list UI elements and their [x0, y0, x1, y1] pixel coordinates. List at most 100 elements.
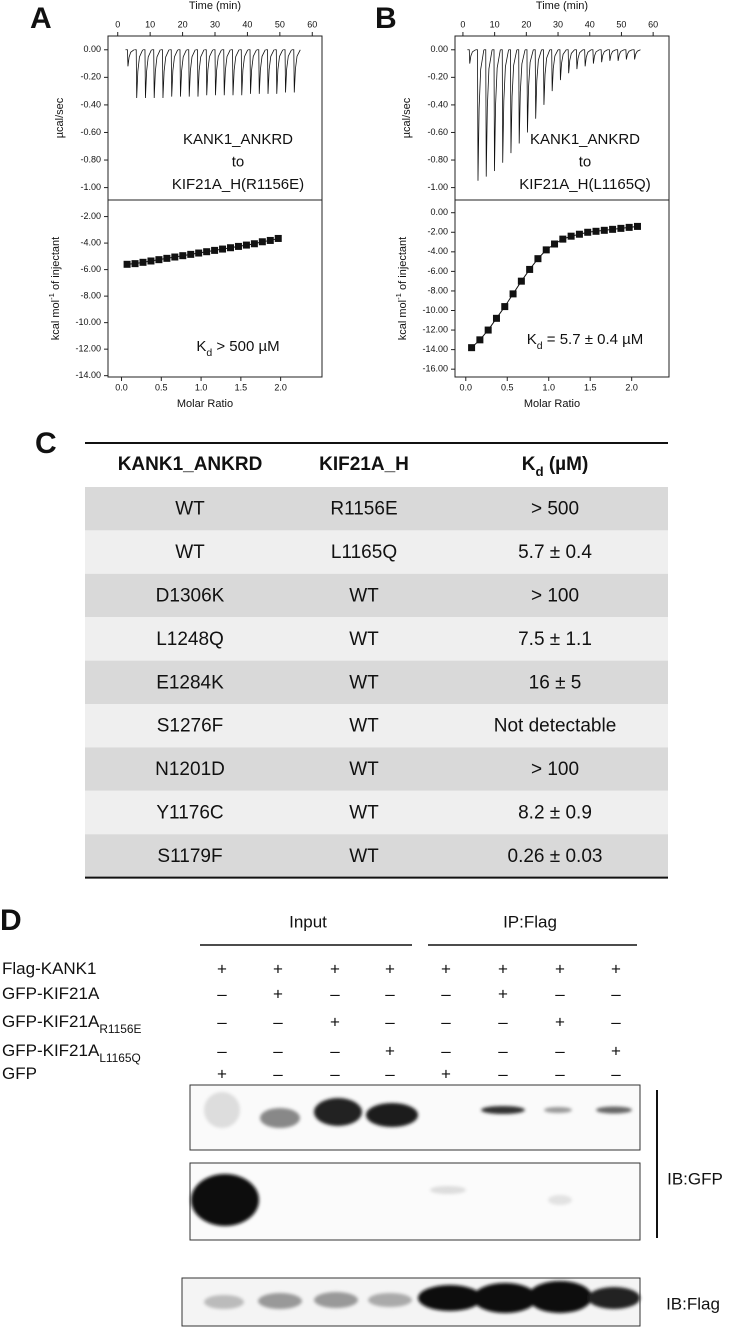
y-tick-label: -0.60: [80, 127, 101, 137]
data-point: [551, 240, 559, 248]
sign: +: [273, 959, 283, 978]
data-point: [476, 336, 484, 344]
sign: +: [498, 959, 508, 978]
text-sub: d: [535, 464, 543, 479]
table-cell: > 100: [531, 759, 579, 780]
injection-peak: [221, 49, 231, 96]
injection-peak: [483, 49, 493, 177]
table-cell: R1156E: [330, 499, 397, 520]
data-point: [250, 240, 258, 248]
table-cell: Not detectable: [494, 716, 617, 737]
annotation: to: [579, 153, 592, 170]
injection-peak: [160, 49, 170, 99]
panel-letter: C: [35, 427, 57, 460]
panel-letter: B: [375, 2, 397, 35]
table-cell: WT: [349, 759, 379, 780]
text-rest: of injectant: [50, 237, 62, 293]
sign: +: [441, 959, 451, 978]
y-tick-label: -8.00: [80, 290, 101, 300]
injection-peak: [248, 49, 257, 94]
data-point: [211, 246, 219, 254]
text-sub: L1165Q: [99, 1051, 140, 1065]
table-cell: 7.5 ± 1.1: [518, 629, 592, 650]
sign: –: [498, 1064, 508, 1083]
data-point: [534, 255, 542, 263]
y-tick-label: -0.40: [427, 99, 448, 109]
table-row-bg: [85, 834, 668, 878]
injection-peak: [134, 49, 144, 99]
table-cell: WT: [349, 586, 379, 607]
kd-label: Kd > 500 µM: [196, 338, 279, 359]
table-cell: S1276F: [157, 716, 224, 737]
y-tick-label: -2.00: [80, 211, 101, 221]
injection-peak: [516, 49, 526, 144]
data-point: [234, 242, 242, 250]
blot-label: IB:Flag: [666, 1294, 720, 1313]
text-rest: = 5.7 ± 0.4 µM: [543, 331, 644, 348]
injection-peak: [125, 49, 135, 67]
y-tick-label: -0.20: [80, 72, 101, 82]
y-tick-label: -1.00: [80, 182, 101, 192]
kd-label: Kd = 5.7 ± 0.4 µM: [527, 331, 644, 352]
text-main: Flag-KANK1: [2, 959, 96, 978]
data-point: [187, 250, 195, 258]
x-tick-label: 0.0: [460, 382, 473, 392]
x-tick-label: 0: [460, 19, 465, 29]
text-main: kcal mol: [50, 300, 62, 340]
data-point: [123, 260, 131, 268]
table-cell: Y1176C: [156, 803, 223, 824]
sign: +: [611, 1041, 621, 1060]
y-tick-label: -14.00: [75, 370, 101, 380]
data-point: [526, 265, 534, 273]
table-row-bg: [85, 617, 668, 661]
injection-peak: [195, 49, 205, 97]
sign: –: [555, 1041, 565, 1060]
sign: –: [385, 1064, 395, 1083]
sign: +: [555, 959, 565, 978]
data-point: [219, 245, 227, 253]
x-tick-label: 0: [115, 19, 120, 29]
y-tick-label: -8.00: [427, 285, 448, 295]
injection-peak: [178, 49, 187, 97]
injection-peak: [541, 49, 551, 105]
annotation: KANK1_ANKRD: [183, 131, 293, 148]
y-tick-label: 0.00: [83, 44, 101, 54]
y-tick-label: -12.00: [422, 324, 448, 334]
panel-letter: A: [30, 2, 52, 35]
text-sup: -1: [47, 293, 56, 300]
table-cell: WT: [349, 716, 379, 737]
sign: +: [273, 984, 283, 1003]
table-cell: E1284K: [156, 672, 224, 693]
injection-peak: [566, 49, 575, 74]
text-main: K: [527, 331, 537, 348]
table-row-bg: [85, 790, 668, 835]
y-tick-label: -0.40: [80, 99, 101, 109]
data-point: [509, 290, 517, 298]
text-rest: of injectant: [397, 237, 409, 293]
injection-peak: [239, 49, 249, 96]
x-axis-title: Time (min): [536, 0, 588, 12]
data-point: [609, 225, 617, 233]
text-sup: -1: [394, 293, 403, 300]
table-row-bg: [85, 573, 668, 618]
sign: +: [385, 959, 395, 978]
sign: –: [273, 1041, 283, 1060]
x-tick-label: 40: [242, 19, 252, 29]
annotation: KIF21A_H(L1165Q): [519, 176, 650, 193]
y-tick-label: -10.00: [75, 317, 101, 327]
table-cell: 5.7 ± 0.4: [518, 542, 592, 563]
data-point: [203, 248, 211, 256]
injection-peak: [525, 49, 534, 133]
table-cell: > 500: [531, 499, 579, 520]
data-point: [147, 257, 155, 265]
text-main: GFP-KIF21A: [2, 984, 100, 1003]
y-tick-label: -0.80: [80, 154, 101, 164]
sign: –: [273, 1012, 283, 1031]
data-point: [592, 227, 600, 235]
y-tick-label: -0.80: [427, 154, 448, 164]
x-tick-label: 10: [145, 19, 155, 29]
table-header: Kd (µM): [522, 454, 589, 479]
annotation: to: [232, 153, 245, 170]
x-axis-title: Molar Ratio: [177, 398, 233, 410]
text-main: K: [522, 454, 536, 475]
